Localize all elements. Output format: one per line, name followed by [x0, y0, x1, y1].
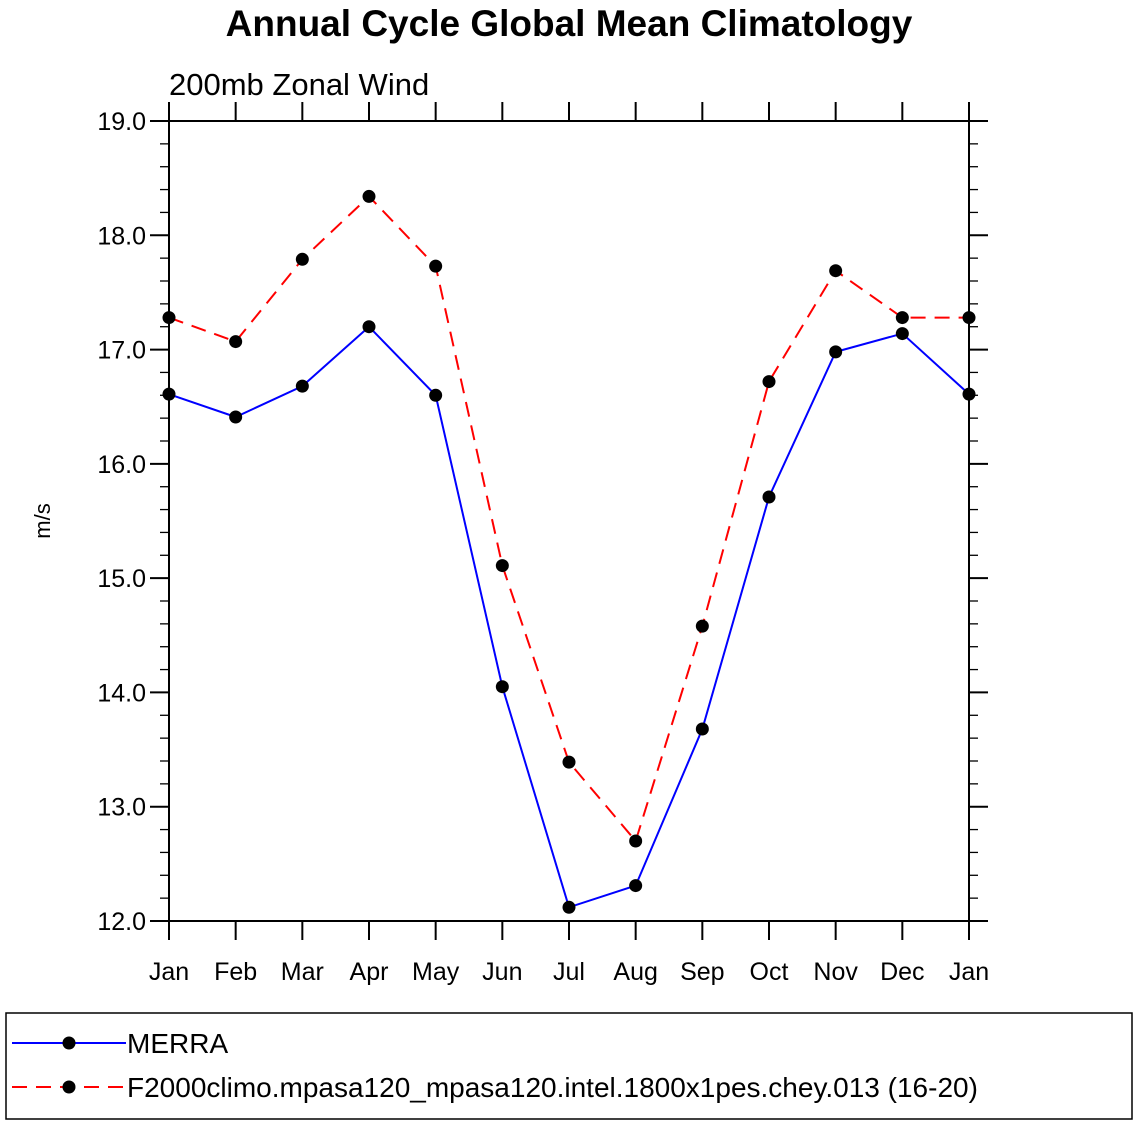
plot-frame	[168, 120, 970, 922]
data-point-series-2	[295, 252, 309, 266]
x-tick-label: Jun	[482, 958, 522, 986]
x-tick-label: Jan	[149, 958, 189, 986]
data-point-series-2	[562, 755, 576, 769]
x-tick-label: Aug	[613, 958, 657, 986]
data-point-series-1	[695, 722, 709, 736]
x-tick-label: Dec	[880, 958, 924, 986]
x-tick-label: Oct	[750, 958, 789, 986]
data-point-series-2	[829, 264, 843, 278]
data-point-series-2	[695, 619, 709, 633]
data-point-series-2	[962, 311, 976, 325]
y-axis-label: m/s	[30, 503, 55, 538]
data-point-series-1	[229, 410, 243, 424]
x-tick-label: Nov	[813, 958, 858, 986]
data-point-series-1	[429, 388, 443, 402]
y-tick-label: 15.0	[97, 565, 146, 593]
data-point-series-2	[895, 311, 909, 325]
data-point-series-1	[829, 345, 843, 359]
y-tick-label: 13.0	[97, 794, 146, 822]
y-tick-label: 19.0	[97, 108, 146, 136]
data-point-series-2	[495, 559, 509, 573]
data-point-series-2	[762, 375, 776, 389]
data-point-series-1	[362, 320, 376, 334]
y-tick-label: 16.0	[97, 451, 146, 479]
data-point-series-2	[429, 259, 443, 273]
x-tick-label: Jan	[949, 958, 989, 986]
x-tick-label: Sep	[680, 958, 724, 986]
legend-label-2: F2000climo.mpasa120_mpasa120.intel.1800x…	[127, 1072, 978, 1103]
data-point-series-1	[495, 680, 509, 694]
data-point-series-2	[229, 335, 243, 349]
data-point-series-1	[962, 387, 976, 401]
data-point-series-2	[162, 311, 176, 325]
x-tick-label: Apr	[350, 958, 389, 986]
chart-title: Annual Cycle Global Mean Climatology	[226, 3, 913, 44]
series-line-1	[168, 325, 970, 909]
chart-subtitle: 200mb Zonal Wind	[169, 67, 429, 102]
legend-label-1: MERRA	[127, 1028, 228, 1059]
legend-box	[5, 1012, 1133, 1120]
y-tick-label: 17.0	[97, 337, 146, 365]
data-point-series-2	[629, 834, 643, 848]
legend-marker-1	[62, 1036, 76, 1050]
x-tick-label: Mar	[281, 958, 324, 986]
series-line-2	[168, 195, 969, 844]
data-point-series-1	[629, 879, 643, 893]
data-point-series-1	[295, 379, 309, 393]
plot-area: 12.0 13.0 14.0 15.0 16.0 17.0 18.0 19.0 Jan Feb Ma…	[97, 102, 989, 986]
y-tick-label: 18.0	[97, 222, 146, 250]
x-tick-label: May	[412, 958, 460, 986]
data-point-series-1	[162, 387, 176, 401]
x-tick-label: Jul	[553, 958, 585, 986]
data-point-series-1	[895, 327, 909, 341]
legend: MERRA F2000climo.mpasa120_mpasa120.intel.…	[12, 1028, 978, 1103]
data-point-series-1	[762, 490, 776, 504]
y-tick-label: 14.0	[97, 679, 146, 707]
legend-marker-2	[62, 1080, 76, 1094]
data-point-series-1	[562, 900, 576, 914]
x-tick-label: Feb	[214, 958, 257, 986]
data-point-series-2	[362, 189, 376, 203]
y-tick-label: 12.0	[97, 908, 146, 936]
